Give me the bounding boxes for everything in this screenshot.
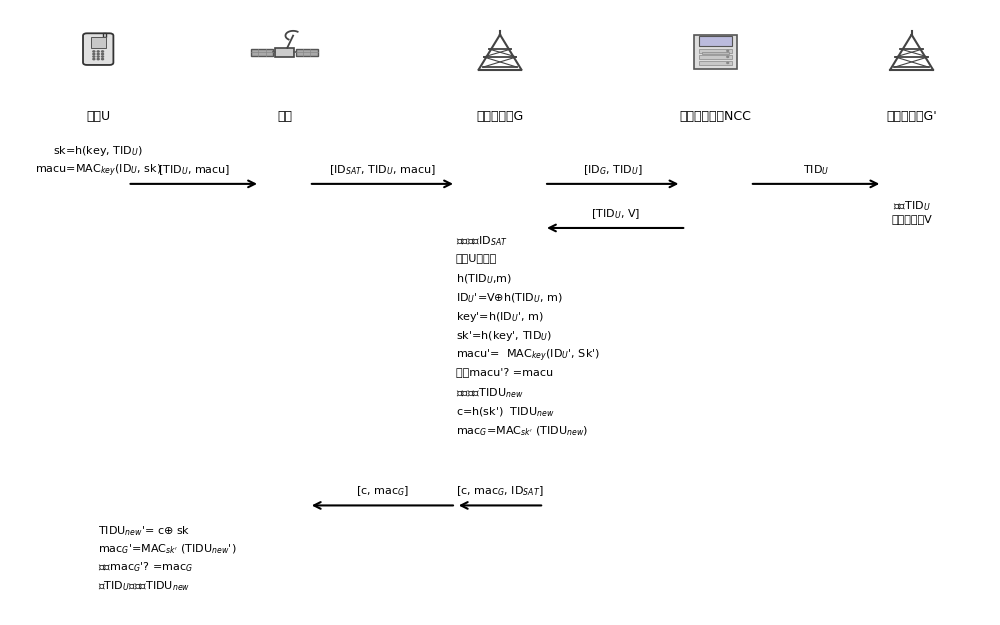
Circle shape <box>102 51 104 52</box>
Text: [TID$_U$, V]: [TID$_U$, V] <box>591 207 640 221</box>
Bar <box>251 49 273 56</box>
Text: 查找U的信息: 查找U的信息 <box>456 253 497 263</box>
Text: 卫星: 卫星 <box>277 111 292 123</box>
Bar <box>699 55 732 59</box>
Text: mac$_G$=MAC$_{sk'}$ (TIDU$_{new}$): mac$_G$=MAC$_{sk'}$ (TIDU$_{new}$) <box>456 424 588 438</box>
Circle shape <box>93 53 95 54</box>
Bar <box>91 38 106 48</box>
Circle shape <box>93 51 95 52</box>
Circle shape <box>97 59 99 60</box>
Text: [ID$_{SAT}$, TID$_U$, macu]: [ID$_{SAT}$, TID$_U$, macu] <box>329 162 436 176</box>
Text: TIDU$_{new}$'= c⊕ sk: TIDU$_{new}$'= c⊕ sk <box>98 524 191 538</box>
Text: mac$_G$'=MAC$_{sk'}$ (TIDU$_{new}$'): mac$_G$'=MAC$_{sk'}$ (TIDU$_{new}$') <box>98 542 237 556</box>
Bar <box>296 49 318 56</box>
Circle shape <box>102 53 104 54</box>
Bar <box>699 49 732 53</box>
Text: [ID$_G$, TID$_U$]: [ID$_G$, TID$_U$] <box>583 162 643 176</box>
Text: [c, mac$_G$]: [c, mac$_G$] <box>356 484 409 498</box>
Text: 找到相应的V: 找到相应的V <box>891 214 932 224</box>
Circle shape <box>727 50 729 51</box>
Text: 接入信关站G: 接入信关站G <box>476 111 524 123</box>
Text: 检查macu'? =macu: 检查macu'? =macu <box>456 367 553 377</box>
Bar <box>275 48 294 57</box>
Text: c=h(sk')  TIDU$_{new}$: c=h(sk') TIDU$_{new}$ <box>456 405 554 419</box>
Text: key'=h(ID$_U$', m): key'=h(ID$_U$', m) <box>456 310 544 324</box>
Text: 用户U: 用户U <box>86 111 110 123</box>
Text: 产生新的TIDU$_{new}$: 产生新的TIDU$_{new}$ <box>456 386 523 400</box>
Bar <box>694 36 737 69</box>
Text: 检查卫星ID$_{SAT}$: 检查卫星ID$_{SAT}$ <box>456 234 508 248</box>
Bar <box>702 51 729 54</box>
Text: 网络控制中心NCC: 网络控制中心NCC <box>680 111 752 123</box>
Text: sk'=h(key', TID$_U$): sk'=h(key', TID$_U$) <box>456 329 552 343</box>
Circle shape <box>97 53 99 54</box>
Text: 将TID$_U$替换为TIDU$_{new}$: 将TID$_U$替换为TIDU$_{new}$ <box>98 579 190 592</box>
Text: TID$_U$: TID$_U$ <box>803 162 829 176</box>
Circle shape <box>727 56 729 58</box>
Circle shape <box>102 56 104 57</box>
Circle shape <box>97 56 99 57</box>
Text: sk=h(key, TID$_U$): sk=h(key, TID$_U$) <box>53 144 143 158</box>
Text: [c, mac$_G$, ID$_{SAT}$]: [c, mac$_G$, ID$_{SAT}$] <box>456 484 544 498</box>
Text: 根据TID$_U$: 根据TID$_U$ <box>893 199 930 213</box>
Text: [TID$_U$, macu]: [TID$_U$, macu] <box>158 162 230 176</box>
Text: ID$_U$'=V⊕h(TID$_U$, m): ID$_U$'=V⊕h(TID$_U$, m) <box>456 291 563 304</box>
Text: macu'=  MAC$_{key}$(ID$_U$', Sk'): macu'= MAC$_{key}$(ID$_U$', Sk') <box>456 348 600 364</box>
Circle shape <box>102 59 104 60</box>
Bar <box>103 33 106 37</box>
Circle shape <box>93 59 95 60</box>
Circle shape <box>97 51 99 52</box>
Bar <box>699 61 732 65</box>
Text: h(TID$_U$,m): h(TID$_U$,m) <box>456 272 512 286</box>
Circle shape <box>93 56 95 57</box>
Circle shape <box>727 62 729 64</box>
Text: 注册信关站G': 注册信关站G' <box>886 111 937 123</box>
Text: macu=MAC$_{key}$(ID$_U$, sk): macu=MAC$_{key}$(ID$_U$, sk) <box>35 162 161 179</box>
Bar <box>699 36 732 46</box>
Text: 检查mac$_G$'? =mac$_G$: 检查mac$_G$'? =mac$_G$ <box>98 561 193 574</box>
FancyBboxPatch shape <box>83 33 113 65</box>
